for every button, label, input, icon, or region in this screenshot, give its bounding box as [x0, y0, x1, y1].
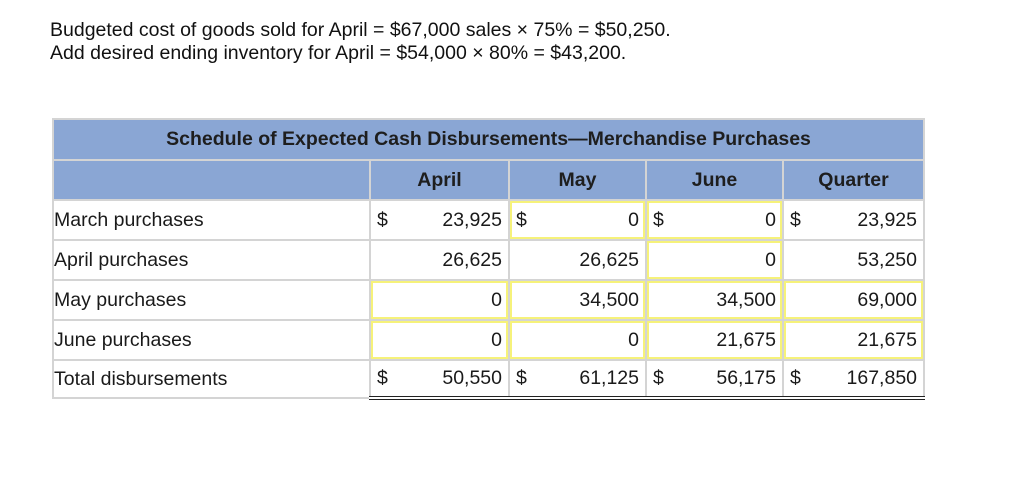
cell-value[interactable]: 0: [628, 328, 639, 351]
column-header-row: April May June Quarter: [52, 159, 926, 201]
cell-value: 26,625: [442, 248, 502, 271]
intro-line-cogs: Budgeted cost of goods sold for April = …: [50, 19, 671, 41]
cell-value[interactable]: 0: [491, 288, 502, 311]
cell-value: 26,625: [579, 248, 639, 271]
row-label: May purchases: [52, 279, 371, 321]
cell-value[interactable]: 0: [628, 208, 639, 231]
cell-value[interactable]: 21,675: [716, 328, 776, 351]
row-label: Total disbursements: [52, 359, 371, 399]
input-may-april[interactable]: 0: [369, 279, 510, 321]
input-may-quarter[interactable]: 69,000: [781, 279, 926, 321]
dollar-sign: $: [377, 208, 388, 231]
cell-value[interactable]: 69,000: [857, 288, 918, 311]
input-april-june[interactable]: 0: [645, 239, 784, 281]
row-label: June purchases: [52, 319, 371, 361]
input-june-may[interactable]: 0: [508, 319, 647, 361]
cell-value: 61,125: [579, 367, 639, 389]
schedule-title: Schedule of Expected Cash Disbursements—…: [51, 118, 926, 161]
dollar-sign: $: [790, 208, 801, 231]
intro-line-ending-inventory: Add desired ending inventory for April =…: [50, 42, 627, 64]
cell-value[interactable]: 34,500: [579, 288, 639, 311]
input-march-june[interactable]: $0: [645, 199, 784, 241]
cell-march-april: $23,925: [369, 199, 510, 241]
dollar-sign: $: [653, 367, 664, 389]
cell-value: 23,925: [442, 208, 502, 231]
row-label: March purchases: [52, 199, 371, 241]
schedule-title-row: Schedule of Expected Cash Disbursements—…: [51, 118, 926, 161]
cell-april-may: 26,625: [508, 239, 647, 281]
dollar-sign: $: [516, 367, 527, 389]
input-may-may[interactable]: 34,500: [508, 279, 647, 321]
intro-text: Budgeted cost of goods sold for April = …: [50, 19, 671, 65]
cell-value[interactable]: 21,675: [857, 328, 918, 351]
cell-value[interactable]: 0: [765, 208, 776, 231]
cell-value: 53,250: [857, 248, 918, 271]
table-row-total-disbursements: Total disbursements $50,550 $61,125 $56,…: [52, 359, 926, 400]
cell-total-june: $56,175: [645, 359, 784, 400]
cell-total-april: $50,550: [369, 359, 510, 400]
dollar-sign: $: [653, 208, 664, 231]
cell-total-may: $61,125: [508, 359, 647, 400]
table-row-may-purchases: May purchases 0 34,500 34,500 69,000: [52, 279, 926, 321]
column-header-june: June: [645, 159, 784, 201]
input-march-may[interactable]: $0: [508, 199, 647, 241]
cell-april-quarter: 53,250: [781, 239, 926, 281]
column-header-may: May: [508, 159, 647, 201]
cell-value[interactable]: 34,500: [716, 288, 776, 311]
row-label: April purchases: [52, 239, 371, 281]
dollar-sign: $: [377, 367, 388, 389]
cell-total-quarter: $167,850: [781, 359, 926, 400]
cell-value[interactable]: 0: [765, 248, 776, 271]
input-june-june[interactable]: 21,675: [645, 319, 784, 361]
table-row-april-purchases: April purchases 26,625 26,625 0 53,250: [52, 239, 926, 281]
cell-value: 56,175: [716, 367, 776, 389]
cell-march-quarter: $23,925: [781, 199, 926, 241]
cell-april-april: 26,625: [369, 239, 510, 281]
cell-value: 167,850: [846, 367, 918, 389]
cell-value: 50,550: [442, 367, 502, 389]
cell-value: 23,925: [857, 208, 918, 231]
input-june-quarter[interactable]: 21,675: [781, 319, 926, 361]
table-row-june-purchases: June purchases 0 0 21,675 21,675: [52, 319, 926, 361]
column-header-blank: [52, 159, 371, 201]
cell-value[interactable]: 0: [491, 328, 502, 351]
input-june-april[interactable]: 0: [369, 319, 510, 361]
column-header-april: April: [369, 159, 510, 201]
cash-disbursements-schedule: Schedule of Expected Cash Disbursements—…: [51, 118, 926, 400]
table-row-march-purchases: March purchases $23,925 $0 $0 $23,925: [52, 199, 926, 241]
column-header-quarter: Quarter: [781, 159, 926, 201]
dollar-sign: $: [516, 208, 527, 231]
input-may-june[interactable]: 34,500: [645, 279, 784, 321]
dollar-sign: $: [790, 367, 801, 389]
